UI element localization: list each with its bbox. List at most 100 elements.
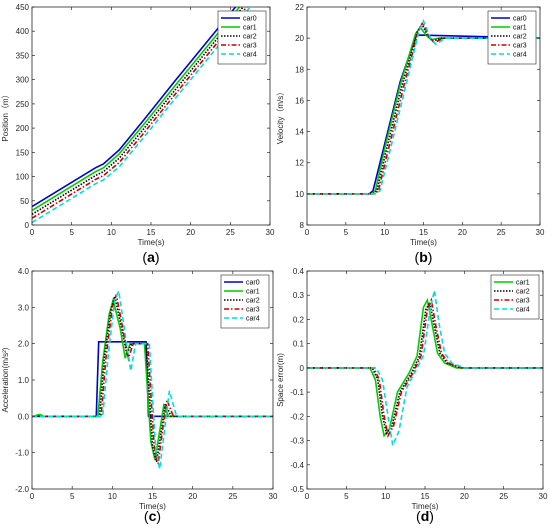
legend-label-car2: car2 [243, 34, 257, 41]
legend-label-car4: car4 [513, 52, 527, 59]
y-tick-label: 400 [16, 27, 30, 36]
y-tick-label: 20 [295, 34, 304, 43]
caption-letter: a [147, 249, 155, 265]
legend-label-car3: car3 [243, 43, 257, 50]
chart-panel-a: 0 5 10 15 20 25 30050100150200250300350400450T… [1, 3, 275, 265]
x-tick-label: 10 [381, 492, 390, 501]
x-tick-label: 25 [226, 228, 235, 237]
y-tick-label: 14 [295, 128, 304, 137]
x-tick-label: 30 [539, 492, 548, 501]
panel-caption: (a) [142, 249, 159, 265]
x-tick-label: 20 [458, 228, 467, 237]
legend-label-car2: car2 [513, 34, 527, 41]
series-line-car1 [32, 296, 273, 461]
y-tick-label: -0.3 [290, 437, 304, 446]
y-tick-label: 100 [16, 173, 30, 182]
x-tick-label: 5 [70, 492, 75, 501]
y-tick-label: -0.4 [290, 461, 304, 470]
legend-box [487, 10, 537, 65]
x-tick-label: 0 [305, 228, 310, 237]
x-axis-label: Time(s) [139, 502, 166, 511]
x-tick-label: 10 [108, 492, 117, 501]
series-line-car4 [32, 288, 273, 470]
x-tick-label: 0 [30, 228, 35, 237]
x-axis-label: Time(s) [412, 502, 439, 511]
y-tick-label: 0 [300, 364, 305, 373]
legend-label-car2: car2 [516, 289, 530, 296]
x-tick-label: 5 [344, 492, 349, 501]
panel-caption: (d) [416, 508, 434, 524]
chart-panel-b: 0 5 10 15 20 25 30 8 10 12 14 16 18 20 22 Time(s) Veloci… [276, 3, 545, 265]
x-axis-label: Time(s) [410, 238, 437, 247]
x-axis-label: Time(s) [138, 238, 165, 247]
y-tick-label: 3.0 [18, 303, 30, 312]
y-tick-label: 300 [16, 76, 30, 85]
legend-label-car3: car3 [246, 307, 260, 314]
caption-close: ) [428, 249, 433, 265]
y-tick-label: 1.0 [18, 376, 30, 385]
y-tick-label: 350 [16, 51, 30, 60]
series-line-car2 [307, 300, 543, 436]
x-tick-label: 20 [460, 492, 469, 501]
x-tick-label: 25 [228, 492, 237, 501]
y-tick-label: 16 [295, 96, 304, 105]
chart-panel-d: 0 5 10 15 20 25 30 -0.5 -0.4 -0.3 -0.2 -0.1 0 0.1 0.2 0… [276, 267, 548, 524]
y-axis-label: Position（m） [1, 90, 10, 141]
legend-label-car4: car4 [243, 52, 257, 59]
caption-open: ( [144, 508, 149, 524]
y-tick-label: -0.1 [290, 388, 304, 397]
x-tick-label: 0 [30, 492, 35, 501]
legend-label-car1: car1 [243, 25, 257, 32]
x-tick-label: 20 [188, 492, 197, 501]
x-tick-label: 15 [148, 492, 157, 501]
caption-letter: b [419, 249, 428, 265]
series-line-car1 [307, 297, 543, 438]
y-axis-label: Acceleration(m/s²) [1, 347, 10, 412]
x-tick-label: 15 [419, 228, 428, 237]
x-tick-label: 10 [380, 228, 389, 237]
y-tick-label: 12 [295, 159, 304, 168]
caption-close: ) [156, 508, 161, 524]
legend-label-car3: car3 [513, 43, 527, 50]
legend-label-car2: car2 [246, 298, 260, 305]
caption-open: ( [415, 249, 420, 265]
legend-label-car3: car3 [516, 298, 530, 305]
series-line-car4 [307, 290, 543, 449]
x-tick-label: 5 [344, 228, 349, 237]
y-tick-label: -0.2 [290, 412, 304, 421]
series-line-car4 [307, 18, 540, 195]
caption-open: ( [416, 508, 421, 524]
caption-open: ( [142, 249, 147, 265]
y-tick-label: 0.4 [293, 267, 305, 276]
y-tick-label: 0.3 [293, 291, 305, 300]
caption-letter: c [149, 508, 157, 524]
legend-label-car1: car1 [516, 280, 530, 287]
x-tick-label: 15 [147, 228, 156, 237]
x-tick-label: 25 [499, 492, 508, 501]
y-tick-label: 200 [16, 124, 30, 133]
y-tick-label: 22 [295, 3, 304, 12]
chart-panel-c: 0 5 10 15 20 25 30 -2.0 -1.0 0.0 1.0 2.0 3.0 4.0 Time(… [1, 267, 278, 524]
y-tick-label: 18 [295, 65, 304, 74]
y-tick-label: -1.0 [15, 449, 29, 458]
legend-box [217, 10, 267, 65]
panel-caption: (b) [415, 249, 433, 265]
legend-label-car1: car1 [246, 289, 260, 296]
y-tick-label: 450 [16, 3, 30, 12]
legend-box [220, 274, 270, 329]
legend-label-car4: car4 [246, 316, 260, 323]
y-axis-label: Velocity（m/s） [276, 88, 285, 144]
y-tick-label: 0.1 [293, 340, 305, 349]
series-line-car2 [307, 22, 540, 195]
x-tick-label: 30 [266, 228, 275, 237]
x-tick-label: 30 [536, 228, 545, 237]
panel-caption: (c) [144, 508, 161, 524]
y-tick-label: 0.2 [293, 315, 305, 324]
y-tick-label: 0 [25, 221, 30, 230]
x-tick-label: 20 [186, 228, 195, 237]
y-tick-label: -0.5 [290, 485, 304, 494]
y-tick-label: 50 [20, 197, 29, 206]
x-tick-label: 30 [269, 492, 278, 501]
series-line-car3 [307, 297, 543, 438]
legend-label-car0: car0 [243, 16, 257, 23]
